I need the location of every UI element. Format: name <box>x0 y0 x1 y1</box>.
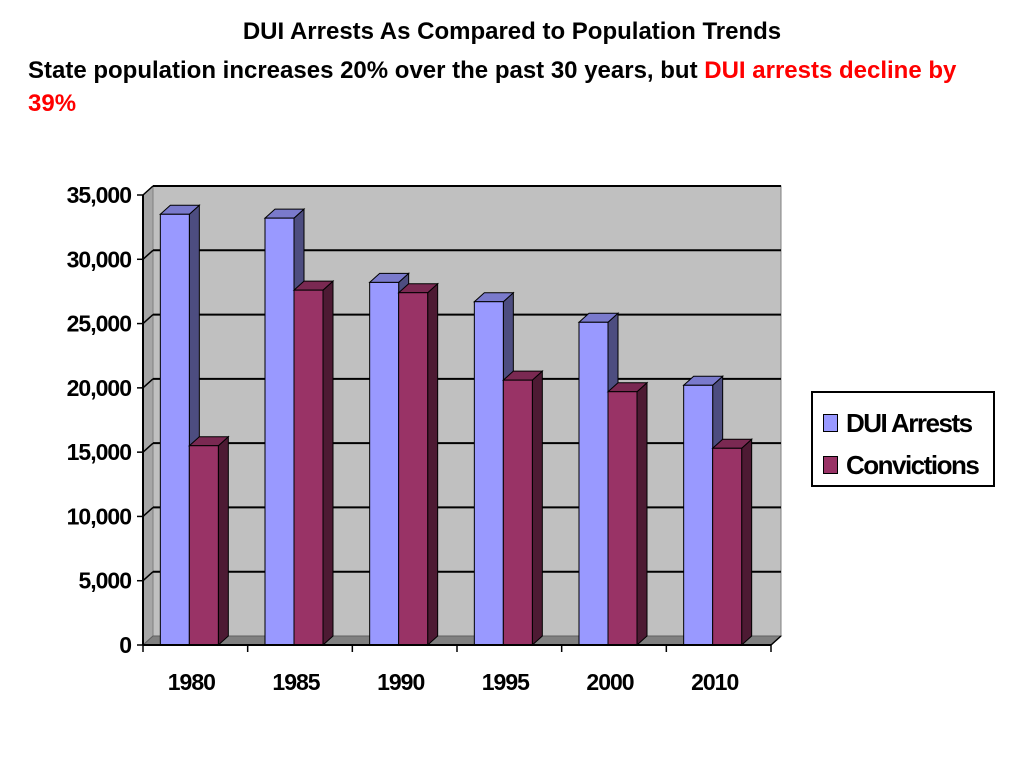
chart-subtitle: State population increases 20% over the … <box>28 54 1008 120</box>
gridlines <box>142 185 781 582</box>
bar-front <box>398 292 429 646</box>
bar-side <box>636 381 648 647</box>
gridline-side <box>142 571 154 582</box>
legend-item-convictions: Convictions <box>813 444 993 486</box>
y-tick-label: 0 <box>119 632 131 658</box>
bar-convictions-1995 <box>502 370 544 647</box>
bar-side <box>322 280 334 647</box>
legend-label: Convictions <box>846 449 980 480</box>
bar-front <box>683 384 714 646</box>
legend-swatch-convictions <box>823 456 838 474</box>
x-tick-label: 1980 <box>168 669 215 695</box>
bar-convictions-2000 <box>606 381 649 647</box>
gridline-side <box>142 506 154 517</box>
bar-front <box>578 321 609 646</box>
x-tick-label: 1990 <box>377 669 424 695</box>
bar-front <box>473 301 504 646</box>
bar-side <box>531 370 543 647</box>
bar-convictions-1980 <box>188 435 230 647</box>
x-tick-label: 2010 <box>691 669 738 695</box>
y-tick-label: 30,000 <box>67 246 132 272</box>
x-tick-label: 2000 <box>586 669 633 695</box>
subtitle-highlight: DUI arrests decline by 39% <box>28 57 957 117</box>
bar-front <box>502 379 533 646</box>
bar-front <box>293 289 324 646</box>
y-tick-label: 5,000 <box>78 568 131 594</box>
x-tick-label: 1995 <box>482 669 530 695</box>
gridline-side <box>142 378 154 389</box>
legend-item-dui-arrests: DUI Arrests <box>813 402 993 444</box>
bar-front <box>712 447 743 646</box>
bar-convictions-2010 <box>711 438 753 647</box>
bar-side <box>427 282 439 647</box>
bar-side <box>741 438 753 647</box>
bar-convictions-1990 <box>397 282 439 647</box>
legend-label: DUI Arrests <box>846 407 973 438</box>
bars <box>159 204 753 647</box>
bar-front <box>188 445 219 646</box>
bar-front <box>264 217 295 646</box>
gridline-side <box>142 249 154 260</box>
bar-front <box>369 281 400 646</box>
plot-area <box>141 184 783 647</box>
bar-front <box>159 213 190 646</box>
gridline-side <box>142 442 154 453</box>
bar-convictions-1985 <box>292 280 335 647</box>
y-tick-label: 25,000 <box>67 311 132 337</box>
x-axis-ticks: 1980 1985 1990 1995 2000 2010 <box>142 645 772 695</box>
y-tick-label: 15,000 <box>67 439 132 465</box>
subtitle-text: State population increases 20% over the … <box>28 57 705 84</box>
back-wall <box>152 185 782 637</box>
y-tick-label: 10,000 <box>67 503 132 529</box>
bar-front <box>607 391 638 646</box>
chart-title: DUI Arrests As Compared to Population Tr… <box>242 18 782 45</box>
y-axis-ticks: 0 5,000 10,000 15,000 20,000 25,000 30,000 35,0… <box>67 182 143 658</box>
legend: DUI Arrests Convictions <box>811 391 995 487</box>
y-tick-label: 20,000 <box>67 375 132 401</box>
floor-edge <box>770 635 782 646</box>
x-tick-label: 1985 <box>272 669 320 695</box>
bar-side <box>217 435 229 647</box>
legend-swatch-dui-arrests <box>823 414 838 432</box>
gridline-side <box>142 185 154 196</box>
gridline-side <box>142 314 154 325</box>
y-tick-label: 35,000 <box>67 182 132 208</box>
